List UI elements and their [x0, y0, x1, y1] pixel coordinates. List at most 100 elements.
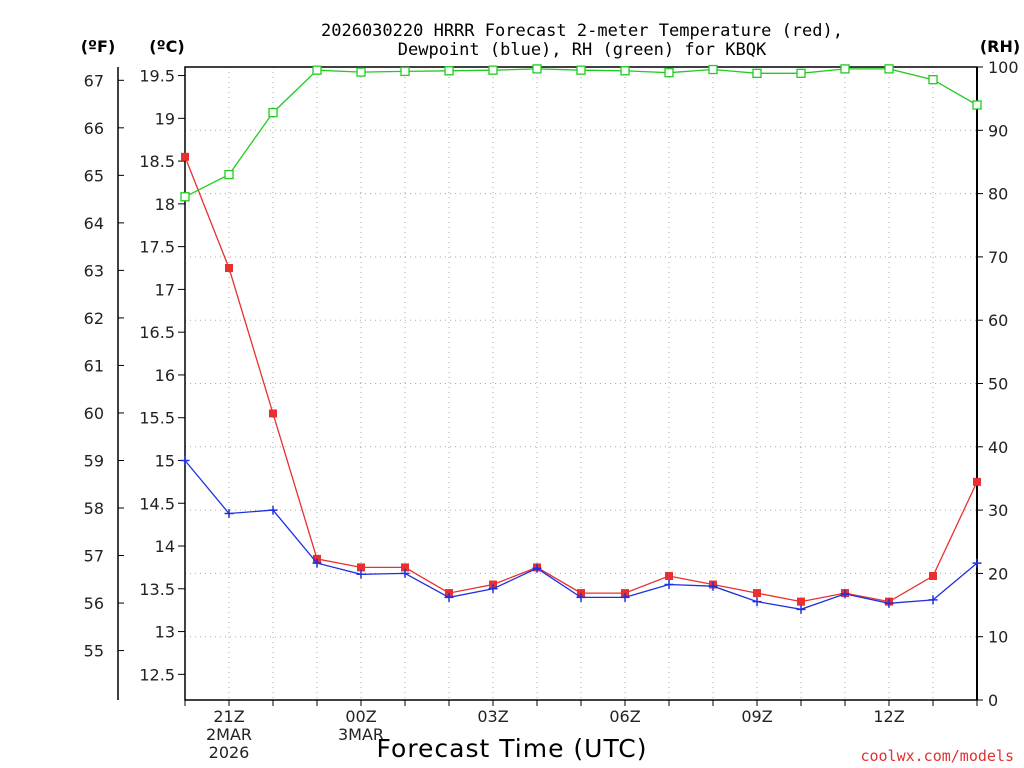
- rh-point: [312, 65, 322, 75]
- dewpoint-point: [444, 592, 454, 602]
- dewpoint-point: [312, 558, 322, 568]
- source-credit: coolwx.com/models: [860, 747, 1014, 765]
- rh-point: [576, 65, 586, 75]
- series-layer: [180, 64, 982, 614]
- celsius-tick-label: 13.5: [139, 580, 175, 599]
- dewpoint-point: [356, 569, 366, 579]
- celsius-tick-label: 16: [155, 366, 175, 385]
- celsius-tick-label: 19.5: [139, 67, 175, 86]
- dewpoint-point: [664, 580, 674, 590]
- dewpoint-series: [180, 455, 982, 614]
- celsius-axis: 12.5 13 13.5 14 14.5 15 15.5 16 16.5 17 17.5 18 18.5…: [139, 67, 185, 684]
- temperature-point: [401, 563, 409, 572]
- rh-point: [972, 100, 982, 110]
- fahrenheit-unit-label: (ºF): [81, 37, 116, 56]
- fahrenheit-axis: 55 56 57 58 59 60 61 62 63 64 65 66 67: [84, 71, 124, 661]
- celsius-tick-label: 17: [155, 280, 175, 299]
- rh-tick-label: 60: [988, 311, 1008, 330]
- time-tick-label: 21Z: [213, 707, 244, 726]
- dewpoint-point: [532, 563, 542, 573]
- chart-title-line2: Dewpoint (blue), RH (green) for KBQK: [398, 40, 767, 60]
- dewpoint-point: [488, 584, 498, 594]
- celsius-tick-label: 19: [155, 109, 175, 128]
- rh-tick-label: 50: [988, 375, 1008, 394]
- dewpoint-point: [268, 505, 278, 515]
- temperature-point: [929, 571, 937, 580]
- grid-lines: [184, 66, 978, 701]
- rh-tick-label: 80: [988, 185, 1008, 204]
- rh-tick-label: 90: [988, 121, 1008, 140]
- temperature-point: [797, 597, 805, 606]
- temperature-point: [753, 589, 761, 598]
- celsius-tick-label: 18.5: [139, 152, 175, 171]
- rh-axis: 0 10 20 30 40 50 60 70 80 90 100: [977, 58, 1019, 710]
- temperature-point: [181, 152, 189, 161]
- dewpoint-point: [576, 592, 586, 602]
- time-tick-label: 2026: [209, 743, 250, 762]
- dewpoint-point: [180, 455, 190, 465]
- fahrenheit-tick-label: 63: [84, 261, 104, 280]
- dewpoint-point: [928, 595, 938, 605]
- rh-point: [884, 64, 894, 74]
- rh-tick-label: 30: [988, 501, 1008, 520]
- time-tick-label: 2MAR: [206, 725, 252, 744]
- celsius-tick-label: 17.5: [139, 238, 175, 257]
- chart-title-line1: 2026030220 HRRR Forecast 2-meter Tempera…: [321, 21, 843, 41]
- x-axis-label: Forecast Time (UTC): [377, 734, 648, 763]
- time-tick-label: 06Z: [609, 707, 640, 726]
- rh-point: [488, 65, 498, 75]
- celsius-tick-label: 12.5: [139, 665, 175, 684]
- rh-point: [400, 66, 410, 77]
- dewpoint-point: [840, 589, 850, 599]
- celsius-unit-label: (ºC): [149, 37, 184, 56]
- dewpoint-point: [708, 581, 718, 591]
- temperature-line: [184, 156, 978, 603]
- temperature-point: [357, 563, 365, 572]
- fahrenheit-tick-label: 66: [84, 119, 104, 138]
- fahrenheit-tick-label: 59: [84, 451, 104, 470]
- temperature-point: [973, 477, 981, 486]
- rh-point: [664, 68, 674, 78]
- fahrenheit-tick-label: 61: [84, 356, 104, 375]
- fahrenheit-tick-label: 57: [84, 547, 104, 566]
- rh-point: [796, 68, 806, 78]
- time-tick-label: 3MAR: [338, 725, 384, 744]
- fahrenheit-tick-label: 67: [84, 71, 104, 90]
- dewpoint-point: [972, 558, 982, 568]
- rh-point: [708, 64, 718, 75]
- fahrenheit-tick-label: 65: [84, 166, 104, 185]
- rh-point: [928, 75, 938, 85]
- rh-point: [840, 64, 850, 74]
- temperature-point: [269, 409, 277, 418]
- fahrenheit-tick-label: 56: [84, 594, 104, 613]
- dewpoint-point: [620, 592, 630, 602]
- fahrenheit-tick-label: 62: [84, 309, 104, 328]
- celsius-tick-label: 14.5: [139, 494, 175, 513]
- rh-tick-label: 40: [988, 438, 1008, 457]
- rh-point: [620, 66, 630, 76]
- rh-point: [444, 66, 454, 76]
- time-tick-label: 12Z: [873, 707, 904, 726]
- fahrenheit-tick-label: 58: [84, 499, 104, 518]
- rh-point: [356, 67, 366, 77]
- rh-unit-label: (RH): [980, 37, 1020, 56]
- celsius-tick-label: 15.5: [139, 409, 175, 428]
- dewpoint-point: [752, 597, 762, 607]
- rh-point: [180, 192, 190, 202]
- celsius-tick-label: 16.5: [139, 323, 175, 342]
- rh-tick-label: 20: [988, 564, 1008, 583]
- temperature-point: [225, 264, 233, 273]
- rh-point: [532, 64, 542, 74]
- temperature-point: [665, 571, 673, 580]
- rh-series: [180, 64, 982, 202]
- celsius-tick-label: 13: [155, 623, 175, 642]
- rh-tick-label: 10: [988, 628, 1008, 647]
- rh-point: [268, 107, 278, 118]
- celsius-tick-label: 18: [155, 195, 175, 214]
- fahrenheit-tick-label: 60: [84, 404, 104, 423]
- dewpoint-point: [796, 604, 806, 614]
- fahrenheit-tick-label: 64: [84, 214, 104, 233]
- rh-tick-label: 70: [988, 248, 1008, 267]
